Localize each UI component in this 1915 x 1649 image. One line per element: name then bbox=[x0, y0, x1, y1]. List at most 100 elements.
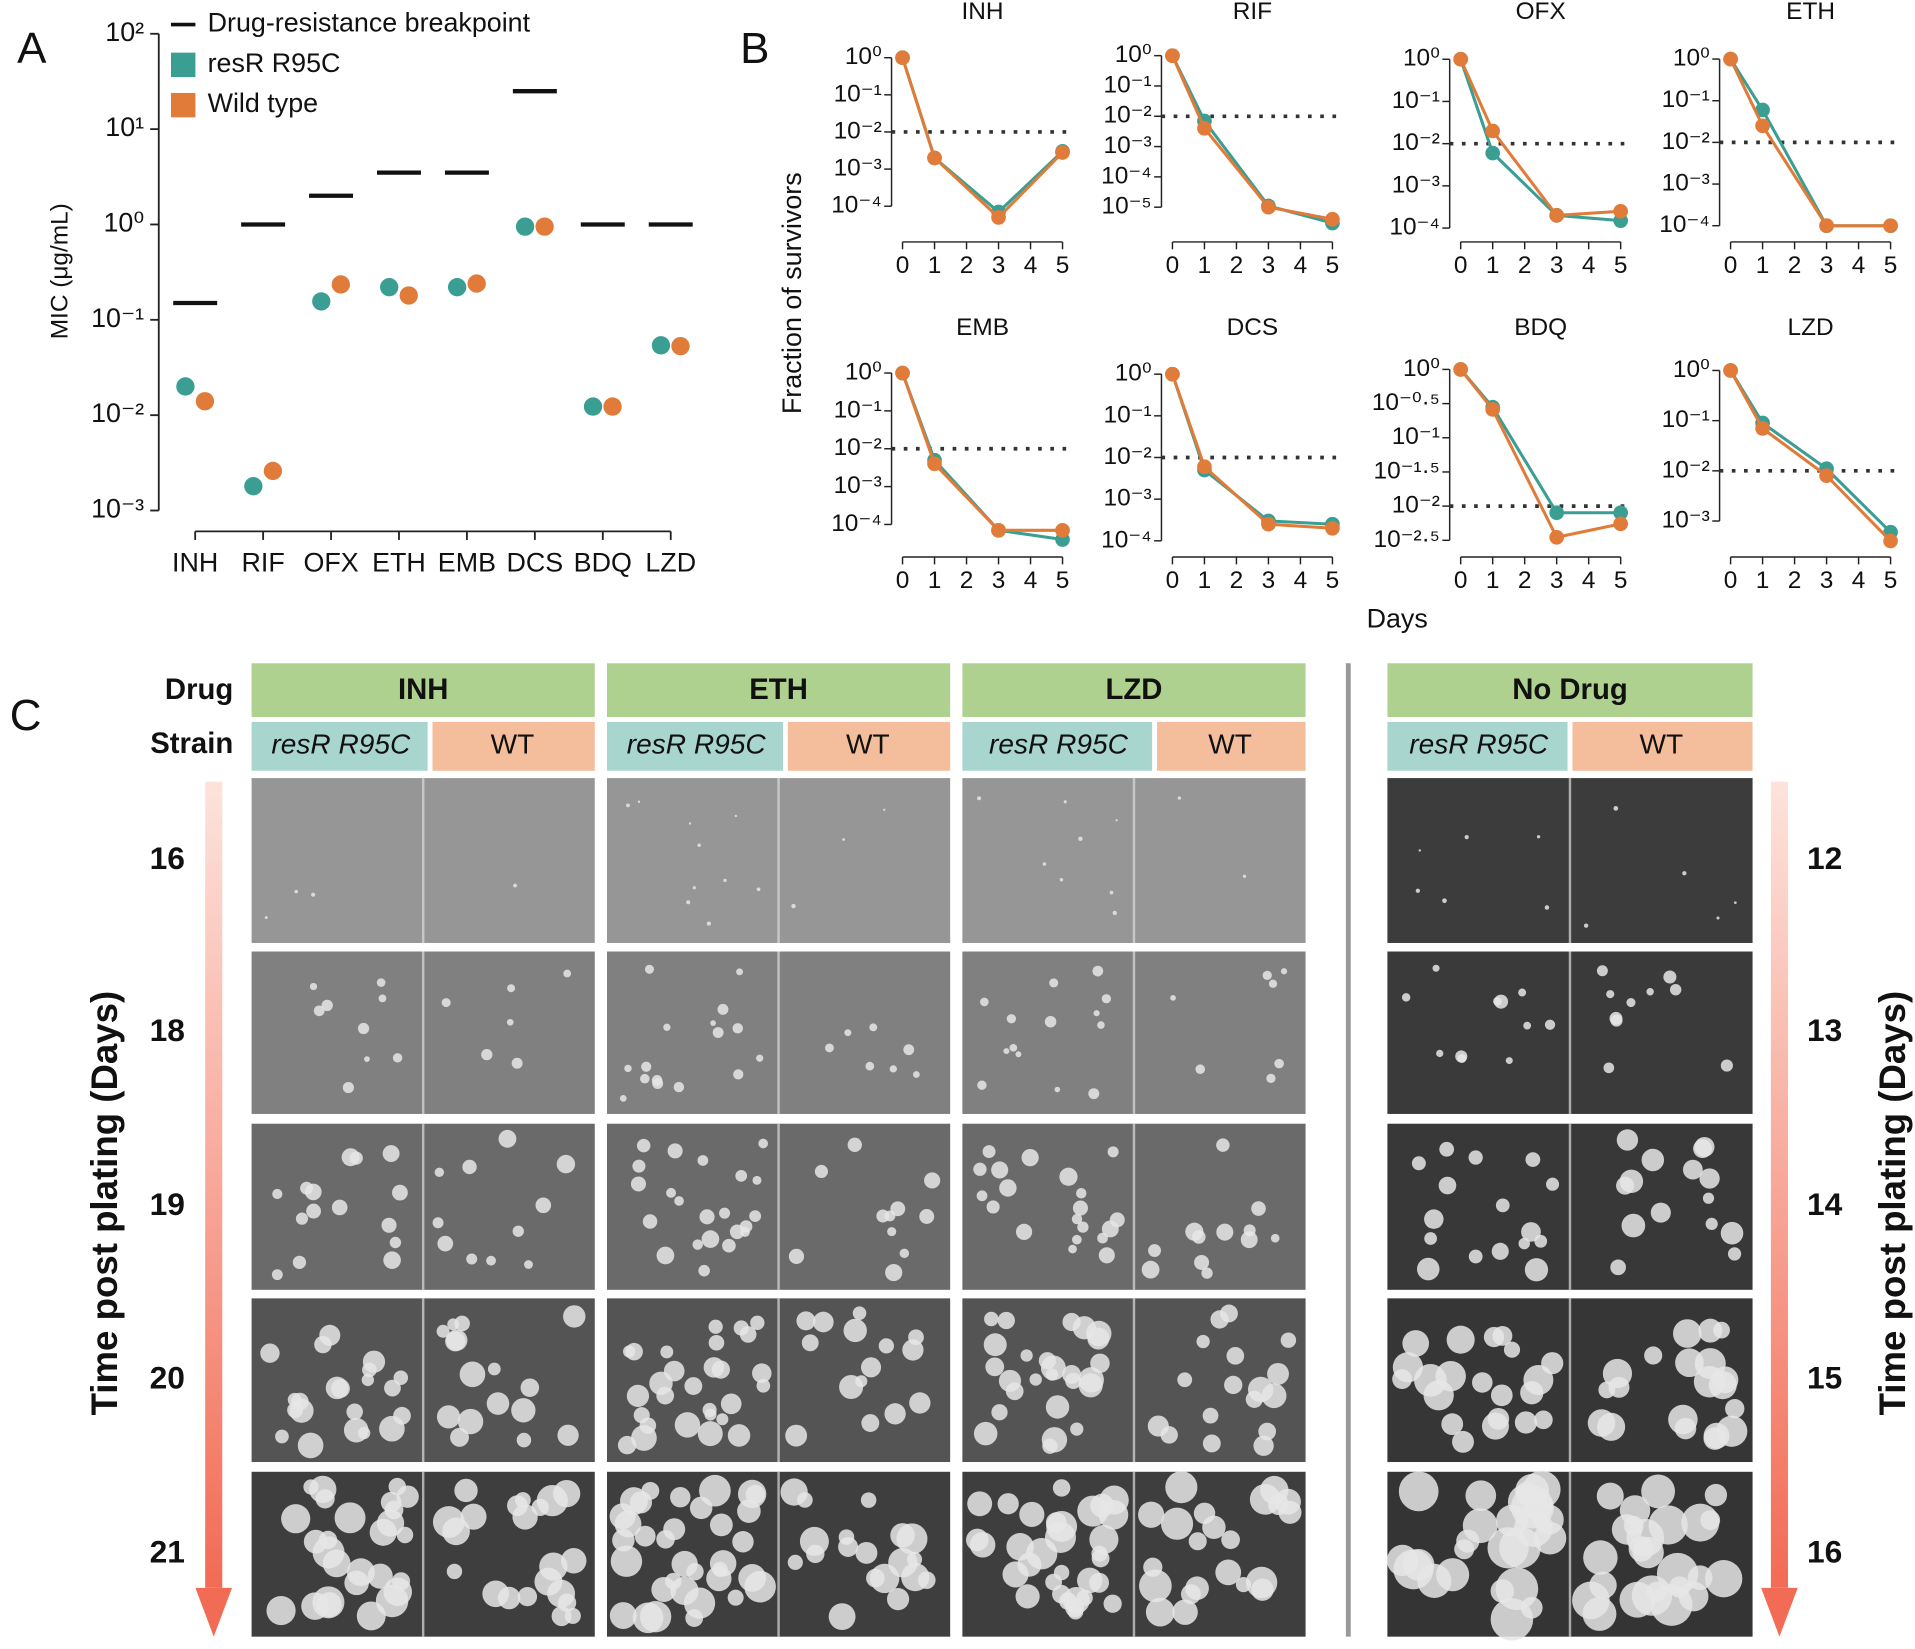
colony bbox=[1046, 1510, 1078, 1542]
colony bbox=[388, 1477, 406, 1496]
colony bbox=[1525, 1152, 1541, 1167]
panel-label: B bbox=[740, 24, 769, 73]
colony bbox=[260, 1343, 280, 1363]
x-tick-label: 2 bbox=[960, 252, 974, 279]
colony bbox=[1398, 1471, 1439, 1512]
colony bbox=[271, 1269, 283, 1281]
colony bbox=[1251, 1578, 1274, 1601]
x-tick-label: 5 bbox=[1056, 567, 1070, 594]
strain-header bbox=[1572, 721, 1753, 771]
mic-point bbox=[263, 461, 283, 481]
colony bbox=[1038, 1352, 1056, 1370]
y-tick-label: 10⁻⁴ bbox=[831, 192, 882, 219]
colony bbox=[1682, 871, 1687, 876]
colony bbox=[364, 1056, 370, 1062]
colony bbox=[1059, 1167, 1078, 1186]
colony bbox=[311, 892, 316, 897]
survival-point bbox=[927, 456, 942, 472]
survival-point bbox=[1453, 362, 1469, 377]
survival-line bbox=[901, 57, 1064, 220]
y-tick-label: 10⁰ bbox=[1403, 45, 1440, 72]
colony bbox=[1533, 1522, 1567, 1555]
y-tick-label: 10⁰ bbox=[1673, 356, 1710, 383]
colony bbox=[1112, 910, 1117, 916]
colony bbox=[309, 982, 318, 991]
x-tick-label: 3 bbox=[1820, 567, 1834, 594]
colony bbox=[749, 1210, 762, 1223]
colony bbox=[1644, 1346, 1663, 1365]
colony bbox=[684, 1377, 703, 1395]
x-tick-label: 4 bbox=[1852, 567, 1866, 594]
colony bbox=[652, 1078, 664, 1089]
colony bbox=[1009, 1044, 1018, 1052]
colony bbox=[909, 1392, 931, 1414]
colony bbox=[1098, 1247, 1115, 1264]
colony bbox=[866, 1568, 885, 1588]
drug-label: LZD bbox=[1106, 673, 1163, 706]
survival-point bbox=[1613, 203, 1628, 219]
colony bbox=[1436, 1049, 1444, 1058]
survival-point bbox=[1883, 218, 1898, 234]
colony bbox=[1596, 1482, 1624, 1510]
time-arrow-head bbox=[195, 1587, 233, 1637]
x-tick-label: 3 bbox=[992, 567, 1006, 594]
y-tick-label: 10⁻¹ bbox=[1662, 86, 1710, 113]
colony bbox=[1006, 1533, 1034, 1561]
colony bbox=[1093, 1010, 1100, 1017]
colony bbox=[626, 1384, 650, 1408]
colony bbox=[1063, 800, 1067, 804]
colony bbox=[843, 1318, 867, 1343]
x-tick-label: 3 bbox=[1820, 252, 1834, 279]
x-tick-label: LZD bbox=[645, 547, 696, 577]
colony bbox=[706, 921, 712, 926]
colony bbox=[1221, 1530, 1240, 1550]
colony bbox=[1003, 1048, 1010, 1055]
colony bbox=[719, 1207, 731, 1219]
colony bbox=[497, 1586, 521, 1610]
colony bbox=[1059, 877, 1064, 882]
colony bbox=[1029, 1373, 1042, 1386]
colony bbox=[734, 814, 738, 818]
colony bbox=[1067, 1603, 1084, 1620]
colony bbox=[739, 1326, 757, 1343]
colony bbox=[1490, 1579, 1515, 1603]
colony bbox=[1266, 1073, 1276, 1084]
colony bbox=[356, 1601, 386, 1631]
x-tick-label: 3 bbox=[1262, 252, 1276, 279]
colony bbox=[1194, 1254, 1210, 1270]
colony bbox=[632, 1602, 664, 1634]
x-axis-label: Days bbox=[1367, 604, 1428, 634]
colony bbox=[710, 1020, 716, 1026]
mic-point bbox=[312, 292, 331, 311]
colony bbox=[1148, 1244, 1161, 1258]
legend-label: Drug-resistance breakpoint bbox=[208, 8, 531, 38]
colony bbox=[639, 1417, 657, 1434]
y-tick-label: 10⁻² bbox=[1392, 492, 1440, 519]
x-tick-label: ETH bbox=[372, 547, 426, 577]
survival-point bbox=[1325, 211, 1340, 227]
x-tick-label: 1 bbox=[928, 567, 942, 594]
y-tick-label: 10⁻⁴ bbox=[1101, 526, 1152, 553]
colony bbox=[1716, 916, 1720, 920]
colony bbox=[1465, 1480, 1497, 1512]
colony bbox=[1505, 1057, 1513, 1065]
colony bbox=[847, 1137, 862, 1153]
colony bbox=[801, 1334, 819, 1352]
colony bbox=[512, 1225, 524, 1237]
colony bbox=[1210, 1310, 1229, 1329]
colony bbox=[306, 1203, 321, 1219]
survival-point bbox=[1485, 145, 1501, 161]
survival-point bbox=[991, 210, 1006, 225]
mic-point bbox=[380, 278, 399, 297]
colony bbox=[758, 1138, 769, 1149]
colony bbox=[507, 1495, 528, 1517]
colony bbox=[1442, 898, 1447, 903]
mic-point bbox=[244, 477, 263, 496]
colony bbox=[507, 984, 516, 993]
colony bbox=[498, 1129, 517, 1148]
colony bbox=[319, 1324, 341, 1346]
y-tick-label: 10⁻³ bbox=[1104, 132, 1152, 159]
colony bbox=[357, 1022, 370, 1035]
colony bbox=[563, 1305, 586, 1328]
colony bbox=[1015, 1051, 1022, 1058]
